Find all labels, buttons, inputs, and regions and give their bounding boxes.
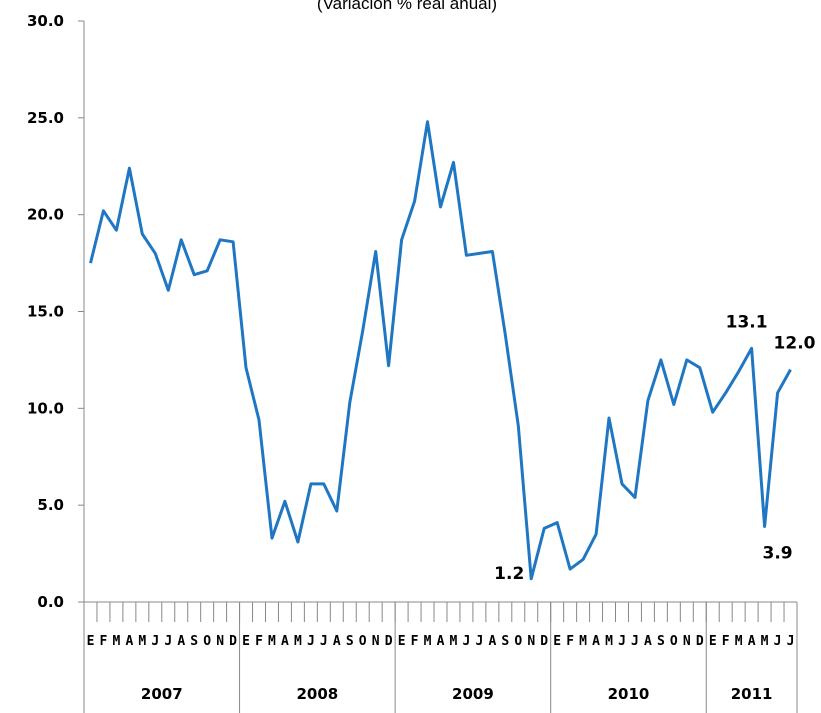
month-label: E bbox=[553, 634, 561, 649]
month-label: N bbox=[372, 634, 380, 649]
month-label: D bbox=[229, 634, 237, 649]
year-label: 2010 bbox=[608, 685, 650, 703]
month-label: M bbox=[450, 634, 458, 649]
month-label: J bbox=[475, 634, 483, 649]
y-tick-label: 15.0 bbox=[27, 303, 64, 321]
month-label: E bbox=[242, 634, 250, 649]
month-label: A bbox=[748, 634, 756, 649]
month-label: J bbox=[307, 634, 315, 649]
data-label: 1.2 bbox=[494, 564, 524, 584]
data-label: 3.9 bbox=[763, 543, 793, 563]
month-label: M bbox=[138, 634, 146, 649]
month-label: S bbox=[501, 634, 509, 649]
month-label: A bbox=[281, 634, 289, 649]
month-label: D bbox=[540, 634, 548, 649]
series-line bbox=[89, 120, 792, 581]
month-label: E bbox=[398, 634, 406, 649]
data-label: 12.0 bbox=[774, 334, 816, 354]
month-label: S bbox=[657, 634, 665, 649]
y-tick-label: 0.0 bbox=[37, 593, 64, 611]
year-label: 2009 bbox=[452, 685, 494, 703]
month-label: M bbox=[579, 634, 587, 649]
month-label: E bbox=[709, 634, 717, 649]
year-label: 2008 bbox=[296, 685, 338, 703]
month-label: O bbox=[514, 634, 522, 649]
month-label: J bbox=[774, 634, 782, 649]
month-label: O bbox=[203, 634, 211, 649]
month-label: F bbox=[722, 634, 730, 649]
month-label: F bbox=[255, 634, 263, 649]
month-label: J bbox=[164, 634, 172, 649]
month-label: J bbox=[631, 634, 639, 649]
month-label: M bbox=[761, 634, 769, 649]
plot-area bbox=[89, 120, 792, 581]
month-label: A bbox=[488, 634, 496, 649]
y-tick-label: 25.0 bbox=[27, 109, 64, 127]
month-label: N bbox=[527, 634, 535, 649]
month-label: M bbox=[294, 634, 302, 649]
y-tick-label: 5.0 bbox=[37, 496, 64, 514]
month-label: M bbox=[424, 634, 432, 649]
year-label: 2011 bbox=[731, 685, 773, 703]
month-label: M bbox=[112, 634, 120, 649]
month-label: A bbox=[125, 634, 133, 649]
month-label: J bbox=[787, 634, 795, 649]
month-label: J bbox=[320, 634, 328, 649]
month-label: A bbox=[177, 634, 185, 649]
month-label: F bbox=[411, 634, 419, 649]
month-label: J bbox=[618, 634, 626, 649]
month-label: M bbox=[735, 634, 743, 649]
month-label: M bbox=[605, 634, 613, 649]
chart-subtitle: (Variación % real anual) bbox=[317, 0, 497, 13]
month-label: F bbox=[100, 634, 108, 649]
month-label: S bbox=[346, 634, 354, 649]
data-labels: 1.2 13.1 3.9 12.0 bbox=[494, 312, 815, 583]
month-label: O bbox=[359, 634, 367, 649]
month-label: E bbox=[87, 634, 95, 649]
month-label: S bbox=[190, 634, 198, 649]
data-label: 13.1 bbox=[726, 312, 768, 332]
month-label: F bbox=[566, 634, 574, 649]
month-label: D bbox=[696, 634, 704, 649]
y-tick-label: 20.0 bbox=[27, 206, 64, 224]
month-label: A bbox=[644, 634, 652, 649]
month-label: A bbox=[592, 634, 600, 649]
month-label: D bbox=[385, 634, 393, 649]
month-label: A bbox=[437, 634, 445, 649]
month-label: J bbox=[151, 634, 159, 649]
month-label: O bbox=[670, 634, 678, 649]
month-label: A bbox=[333, 634, 341, 649]
month-label: N bbox=[683, 634, 691, 649]
month-label: N bbox=[216, 634, 224, 649]
month-label: J bbox=[463, 634, 471, 649]
year-label: 2007 bbox=[141, 685, 183, 703]
axes: 0.05.010.015.020.025.030.0E F M A M J J A S O N D E F… bbox=[27, 12, 798, 713]
y-tick-label: 10.0 bbox=[27, 399, 64, 417]
y-tick-label: 30.0 bbox=[27, 12, 64, 30]
month-label: M bbox=[268, 634, 276, 649]
